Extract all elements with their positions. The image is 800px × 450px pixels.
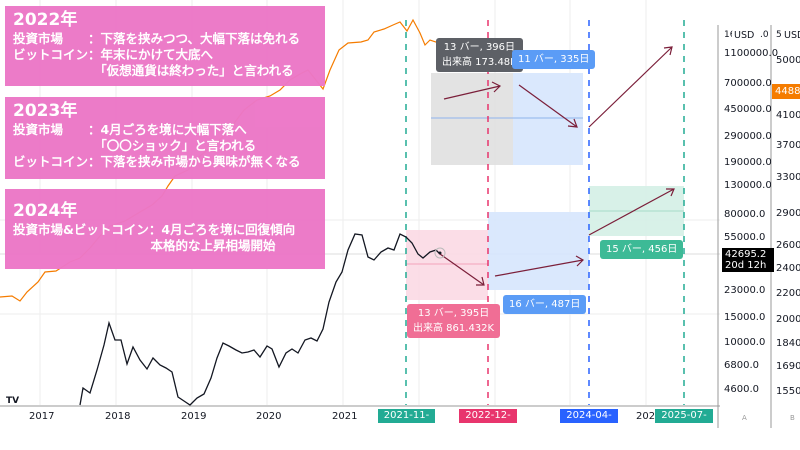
note-2024-line-2: 本格的な上昇相場開始: [13, 237, 276, 253]
note-2023-line-2: 「〇〇ショック」と言われる: [13, 137, 257, 153]
note-2024: 2024年 投資市場&ビットコイン：4月ごろを境に回復傾向 本格的な上昇相場開始: [5, 189, 325, 269]
note-2023: 2023年 投資市場 ：4月ごろを境に大幅下落へ 「〇〇ショック」と言われる ビ…: [5, 97, 325, 179]
note-2024-year: 2024年: [13, 201, 78, 221]
axis-b-tick: 2400.0: [776, 263, 800, 274]
date-tag-2022-12-01: 2022-12-01: [459, 409, 517, 435]
measure-5-bars: 15 バー, 456日: [606, 244, 678, 255]
axis-a-currency-badge[interactable]: USD: [732, 30, 757, 41]
range-box-4[interactable]: [488, 212, 589, 290]
note-2023-line-1: 投資市場 ：4月ごろを境に大幅下落へ: [13, 122, 247, 138]
axis-a-tick: 130000.0: [724, 180, 772, 191]
year-tick: 2018: [105, 411, 131, 422]
measure-1-volume: 出来高 173.48K: [442, 57, 517, 68]
note-2022-line-1: 投資市場 ：下落を挟みつつ、大幅下落は免れる: [13, 31, 301, 47]
date-tag-2024-04-01: 2024-04-01: [560, 409, 618, 435]
axis-a-footer: A: [742, 414, 747, 422]
axis-b-tick: 4100.0: [776, 110, 800, 121]
note-2023-year: 2023年: [13, 101, 78, 121]
axis-a-tick: 10000.0: [724, 337, 766, 348]
btc-line[interactable]: [79, 233, 441, 406]
measure-label-3: 13 バー, 395日 出来高 861.432K: [407, 304, 501, 338]
bar-countdown: 20d 12h: [725, 260, 767, 271]
axis-b-tick: 1840.0: [776, 338, 800, 349]
axis-b-tick: 3700.0: [776, 140, 800, 151]
axis-a-tick: 190000.0: [724, 157, 772, 168]
axis-b-tick: 5000.0: [776, 55, 800, 66]
axis-a-tick: 80000.0: [724, 209, 766, 220]
measure-1-bars: 13 バー, 396日: [443, 42, 516, 53]
axis-b-tick: 2900.0: [776, 208, 800, 219]
last-price-flag: 42695.2 20d 12h: [722, 248, 774, 272]
measure-label-1: 13 バー, 396日 出来高 173.48K: [436, 38, 523, 72]
axis-a-tick: 6800.0: [724, 360, 759, 371]
measure-label-4: 16 バー, 487日: [503, 295, 587, 314]
measure-3-bars: 13 バー, 395日: [417, 308, 490, 319]
note-2022: 2022年 投資市場 ：下落を挟みつつ、大幅下落は免れる ビットコイン：年末にか…: [5, 6, 325, 86]
axis-b-tick: 3300.0: [776, 172, 800, 183]
axis-a-tick: 450000.0: [724, 104, 772, 115]
last-price-value: 42695.2: [725, 249, 767, 260]
axis-b-footer: B: [790, 414, 795, 422]
axis-a-tick: 290000.0: [724, 131, 772, 142]
overlay-price-flag: 4488.: [772, 84, 800, 99]
axis-a-header-suffix: .0: [760, 30, 769, 40]
date-tag-2021-11-01: 2021-11-01: [378, 409, 435, 435]
year-tick: 2021: [332, 411, 358, 422]
year-tick: 2019: [181, 411, 207, 422]
axis-b-tick: 2000.0: [776, 314, 800, 325]
axis-b-tick: 1690.0: [776, 361, 800, 372]
note-2022-year: 2022年: [13, 10, 78, 30]
note-2022-line-3: 「仮想通貨は終わった」と言われる: [13, 62, 294, 78]
trend-arrows[interactable]: [439, 46, 675, 286]
axis-b-tick: 2200.0: [776, 288, 800, 299]
axis-a-tick: 23000.0: [724, 285, 766, 296]
measure-label-5: 15 バー, 456日: [600, 240, 684, 259]
tradingview-logo[interactable]: TV: [6, 396, 20, 406]
axis-a-tick: 15000.0: [724, 312, 766, 323]
year-tick: 2020: [256, 411, 282, 422]
range-box-3[interactable]: [406, 230, 488, 300]
measure-4-bars: 16 バー, 487日: [509, 299, 581, 310]
date-tag-2025-07-01: 2025-07-01: [655, 409, 713, 435]
note-2022-line-2: ビットコイン：年末にかけて大底へ: [13, 46, 214, 62]
axis-a-tick: 4600.0: [724, 384, 759, 395]
axis-a-tick: 700000.0: [724, 78, 772, 89]
measure-label-2: 11 バー, 335日: [512, 50, 596, 69]
note-2023-line-3: ビットコイン：下落を挟み市場から興味が無くなる: [13, 153, 301, 169]
axis-a-tick: 1100000.0: [724, 48, 779, 59]
year-tick: 2025: [636, 411, 662, 422]
axis-b-currency-badge[interactable]: USD: [782, 30, 800, 41]
year-tick: 2017: [29, 411, 55, 422]
axis-a-tick: 55000.0: [724, 232, 766, 243]
note-2024-line-1: 投資市場&ビットコイン：4月ごろを境に回復傾向: [13, 222, 296, 238]
range-box-1[interactable]: [431, 73, 513, 165]
measure-2-bars: 11 バー, 335日: [518, 54, 590, 65]
measure-3-volume: 出来高 861.432K: [413, 323, 495, 334]
axis-b-tick: 2600.0: [776, 240, 800, 251]
axis-a-header-prefix: 16: [724, 30, 736, 40]
range-box-2[interactable]: [513, 73, 583, 165]
axis-b-header-prefix: 5: [776, 30, 782, 40]
axis-b-tick: 1550.0: [776, 386, 800, 397]
